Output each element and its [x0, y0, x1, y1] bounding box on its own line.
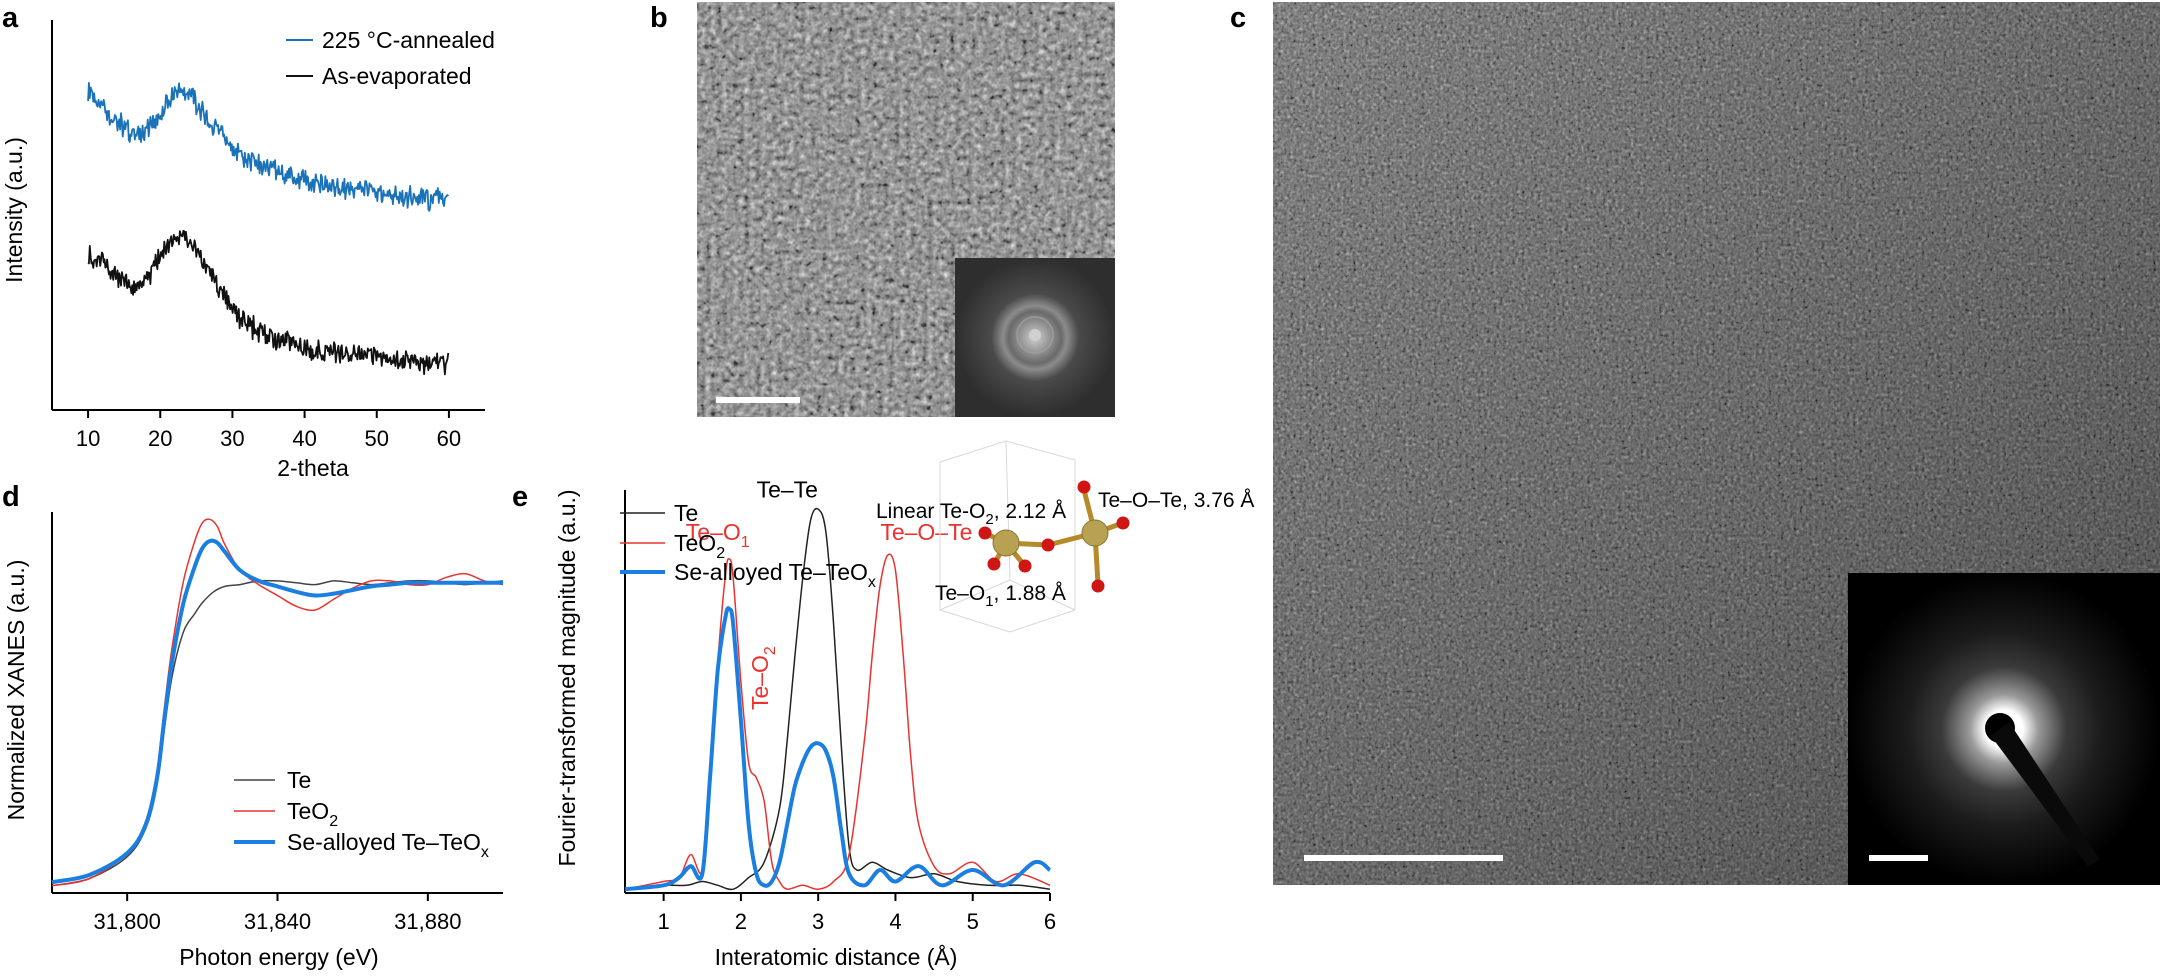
chart-e-axes — [624, 490, 1050, 894]
chart-d-xtick-label: 31,880 — [394, 909, 461, 934]
chart-e-xtick-label: 2 — [735, 909, 747, 934]
chart-a-series — [87, 81, 450, 376]
chart-a-xtick-label: 30 — [220, 426, 244, 451]
chart-e-series-2 — [624, 606, 1052, 892]
chart-d-xanes: 31,800 31,840 31,880 Photon energy (eV) No… — [3, 512, 504, 970]
chart-a-axes — [51, 20, 485, 411]
chart-a-xtick-label: 40 — [292, 426, 316, 451]
chart-e-annotations: Te–Te Te–O1 Te–O–Te Te–O2 — [686, 477, 973, 710]
structure-label-linear: Linear Te-O2, 2.12 Å — [876, 500, 1066, 528]
chart-a-xrd: 10 20 30 40 50 60 2-theta Intensity (a.u.) 22… — [1, 20, 495, 481]
chart-d-ylabel: Normalized XANES (a.u.) — [3, 560, 29, 821]
structure-unit-cell — [939, 440, 1076, 633]
scale-bar-c — [1304, 855, 1503, 861]
legend-e-te: Te — [674, 500, 698, 526]
scale-bar-c-inset — [1869, 855, 1928, 861]
chart-a-xtick-label: 50 — [365, 426, 389, 451]
legend-d-te: Te — [287, 767, 311, 793]
chart-d-xtick-label: 31,840 — [244, 909, 311, 934]
chart-e-exafs: 1 2 3 4 5 6 Te–Te Te–O1 Te–O–Te Te–O2 Interatomi… — [554, 440, 1254, 970]
chart-a-xtick-label: 20 — [148, 426, 172, 451]
panel-letter-a: a — [2, 2, 19, 34]
structure-inset: Linear Te-O2, 2.12 Å Te–O–Te, 3.76 Å Te–… — [876, 440, 1254, 633]
chart-e-ticks: 1 2 3 4 5 6 — [658, 893, 1056, 934]
micrograph-c — [1273, 2, 2160, 885]
legend-d-sealloyed: Se-alloyed Te–TeOx — [287, 829, 489, 861]
chart-a-legend: 225 °C-annealed As-evaporated — [286, 27, 495, 89]
structure-label-teote: Te–O–Te, 3.76 Å — [1098, 489, 1254, 512]
legend-d-teo2: TeO2 — [287, 798, 338, 830]
chart-a-xtick-label: 10 — [76, 426, 100, 451]
o-atoms — [978, 480, 1130, 593]
diffraction-beamstop-arm — [1991, 722, 2100, 866]
scale-bar-b — [716, 397, 800, 403]
structure-label-teo1: Te–O1, 1.88 Å — [935, 582, 1066, 610]
chart-e-xtick-label: 3 — [812, 909, 824, 934]
panel-letter-d: d — [2, 481, 20, 513]
chart-d-ticks: 31,800 31,840 31,880 — [94, 893, 461, 934]
chart-a-ticks: 10 20 30 40 50 60 — [76, 410, 461, 451]
fft-center — [1029, 329, 1041, 341]
chart-d-xlabel: Photon energy (eV) — [179, 944, 378, 970]
legend-a-evaporated: As-evaporated — [322, 63, 472, 89]
chart-d-series-2 — [51, 538, 503, 885]
chart-e-xlabel: Interatomic distance (Å) — [715, 943, 958, 970]
te-atom-2 — [1081, 519, 1109, 547]
panel-letter-e: e — [512, 481, 528, 513]
te-atom-1 — [992, 529, 1020, 557]
chart-e-xtick-label: 6 — [1044, 909, 1056, 934]
legend-e-sealloyed: Se-alloyed Te–TeOx — [674, 559, 876, 591]
micrograph-b — [697, 2, 1115, 417]
legend-e-teo2: TeO2 — [674, 530, 725, 562]
chart-e-xtick-label: 1 — [658, 909, 670, 934]
chart-a-xlabel: 2-theta — [277, 455, 349, 481]
chart-a-xtick-label: 60 — [437, 426, 461, 451]
annotation-red-0: Te–O1 — [686, 519, 750, 551]
annotation-red-1: Te–O–Te — [880, 519, 972, 545]
legend-a-annealed: 225 °C-annealed — [322, 27, 495, 53]
chart-d-series — [51, 518, 504, 887]
chart-a-ylabel: Intensity (a.u.) — [1, 137, 27, 283]
chart-e-xtick-label: 5 — [967, 909, 979, 934]
chart-a-series-1 — [87, 230, 450, 376]
panel-letter-b: b — [650, 2, 668, 34]
fft-ring — [1016, 316, 1054, 354]
chart-e-legend: Te TeO2 Se-alloyed Te–TeOx — [620, 500, 876, 591]
chart-e-xtick-label: 4 — [889, 909, 901, 934]
annotation-te-te: Te–Te — [757, 477, 818, 503]
chart-e-ylabel: Fourier-transformed magnitude (a.u.) — [554, 489, 580, 866]
chart-e-series — [624, 507, 1052, 892]
chart-a-series-0 — [87, 81, 450, 212]
chart-d-legend: Te TeO2 Se-alloyed Te–TeOx — [234, 767, 489, 861]
chart-d-xtick-label: 31,800 — [94, 909, 161, 934]
chart-e-series-0 — [624, 507, 1051, 891]
annotation-te-o2: Te–O2 — [747, 646, 779, 710]
panel-letter-c: c — [1230, 2, 1246, 34]
